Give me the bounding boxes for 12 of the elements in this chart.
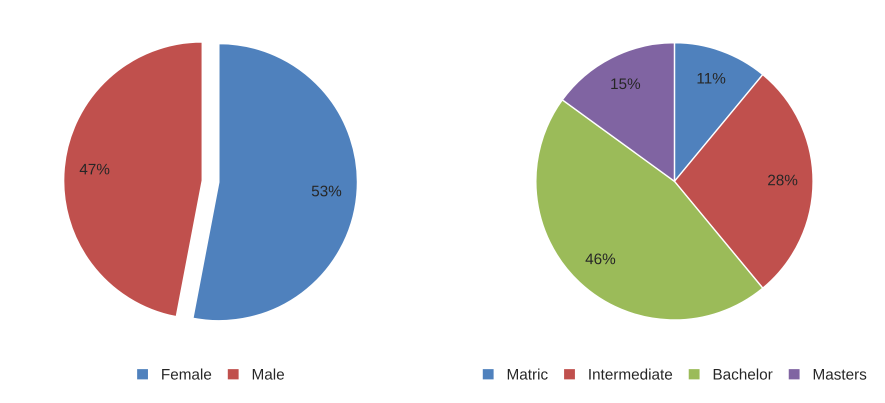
data-label: 28% [768, 174, 798, 186]
legend-label: Bachelor [714, 368, 773, 380]
data-label: 47% [80, 164, 110, 174]
legend-label: Masters [814, 369, 866, 380]
data-label: 46% [585, 253, 616, 264]
legend-label: Male [252, 368, 284, 380]
legend-label: Matric [508, 368, 548, 380]
data-label: 11% [698, 72, 726, 84]
legend-label: Female [162, 368, 212, 380]
data-label: 15% [611, 78, 640, 90]
legend-label: Intermediate [589, 368, 672, 380]
data-label: 53% [312, 186, 342, 196]
